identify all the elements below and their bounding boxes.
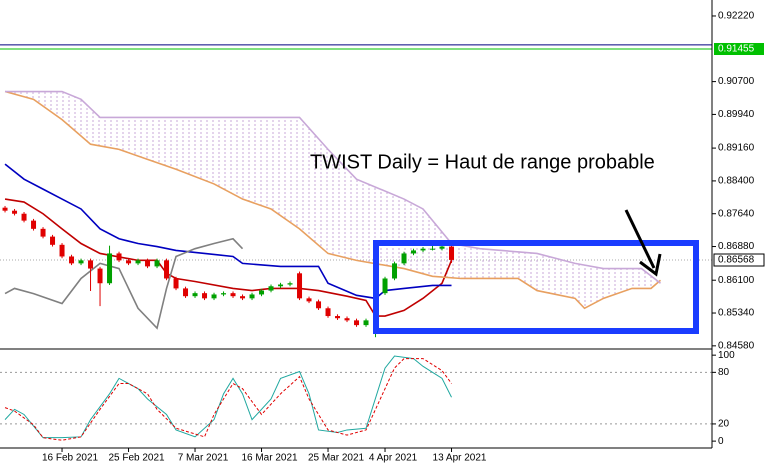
candle-body <box>268 286 274 291</box>
candle-body <box>97 268 103 284</box>
y-tick-label: 0.90700 <box>718 76 755 87</box>
candle-body <box>221 293 227 295</box>
candle-body <box>287 283 293 285</box>
indicator-line <box>4 355 452 439</box>
candle-body <box>306 298 312 302</box>
indicator-line <box>4 90 662 310</box>
candle-body <box>40 228 46 237</box>
y-tick-label: 0.86100 <box>718 275 755 286</box>
indicator-line <box>4 358 452 441</box>
candle-body <box>382 278 388 294</box>
last-price-box <box>713 253 765 267</box>
y-tick-label: 0 <box>718 436 724 447</box>
candle-body <box>420 248 426 251</box>
y-tick-label: 80 <box>718 367 730 378</box>
y-tick-label: 0.89940 <box>718 109 755 120</box>
x-tick-label: 7 Mar 2021 <box>178 453 229 464</box>
y-tick-label: 100 <box>718 350 735 361</box>
x-tick-label: 16 Feb 2021 <box>42 453 99 464</box>
arrow-shaft <box>624 209 656 269</box>
indicator-line <box>4 163 452 300</box>
candle-body <box>202 293 208 299</box>
candle-body <box>325 308 331 317</box>
candle-body <box>249 294 255 299</box>
x-tick-label: 16 Mar 2021 <box>241 453 298 464</box>
cloud <box>5 91 661 309</box>
candle-body <box>363 320 369 326</box>
y-tick-label: 0.85340 <box>718 308 755 319</box>
x-tick-label: 4 Apr 2021 <box>369 453 418 464</box>
candle-body <box>211 294 217 299</box>
candle-body <box>59 244 65 257</box>
candle-body <box>116 253 122 261</box>
candle-body <box>69 256 75 264</box>
candle-body <box>430 248 436 250</box>
indicator-line <box>5 90 662 284</box>
y-tick-label: 20 <box>718 419 730 430</box>
candle-body <box>316 301 322 309</box>
candle-body <box>344 318 350 321</box>
y-tick-label: 0.87640 <box>718 208 755 219</box>
candle-body <box>154 260 160 267</box>
y-tick-label: 0.92220 <box>718 11 755 22</box>
candle-body <box>135 260 141 264</box>
candle-body <box>164 260 170 279</box>
candle-body <box>12 210 18 214</box>
candle-body <box>126 260 132 264</box>
x-tick-label: 13 Apr 2021 <box>433 453 487 464</box>
candle-body <box>278 284 284 287</box>
candle-body <box>2 207 8 211</box>
candle-body <box>192 293 198 297</box>
x-tick-label: 25 Mar 2021 <box>308 453 365 464</box>
candle-body <box>449 246 455 260</box>
y-tick-label: 0.84580 <box>718 340 755 351</box>
y-tick-label: 0.89160 <box>718 143 755 154</box>
candle-body <box>107 253 113 284</box>
last-price-label: 0.86568 <box>718 255 755 266</box>
y-tick-label: 0.88400 <box>718 176 755 187</box>
candle-body <box>240 296 246 299</box>
annotation: TWIST Daily = Haut de range probable <box>310 151 655 173</box>
candle-body <box>173 278 179 289</box>
candle-body <box>354 320 360 326</box>
candle-body <box>230 293 236 297</box>
indicator-line <box>4 198 453 317</box>
candle-body <box>31 220 37 229</box>
candle-body <box>88 260 94 269</box>
candle-body <box>183 288 189 297</box>
y-tick-label: 0.86880 <box>718 241 755 252</box>
candle-body <box>439 246 445 249</box>
level-label: 0.91455 <box>718 44 755 55</box>
candle-body <box>401 253 407 264</box>
highlight-box <box>373 240 699 334</box>
candle-body <box>259 290 265 295</box>
arrow-head <box>639 253 662 277</box>
candle-body <box>297 273 303 299</box>
candle-body <box>392 263 398 279</box>
candle-body <box>145 260 151 267</box>
candle-body <box>411 250 417 254</box>
candle-body <box>21 213 27 221</box>
x-tick-label: 25 Feb 2021 <box>108 453 165 464</box>
level-label-box <box>714 43 764 56</box>
candle-body <box>78 260 84 264</box>
candle-body <box>335 316 341 319</box>
indicator-line <box>4 237 244 330</box>
candle-body <box>50 236 56 245</box>
